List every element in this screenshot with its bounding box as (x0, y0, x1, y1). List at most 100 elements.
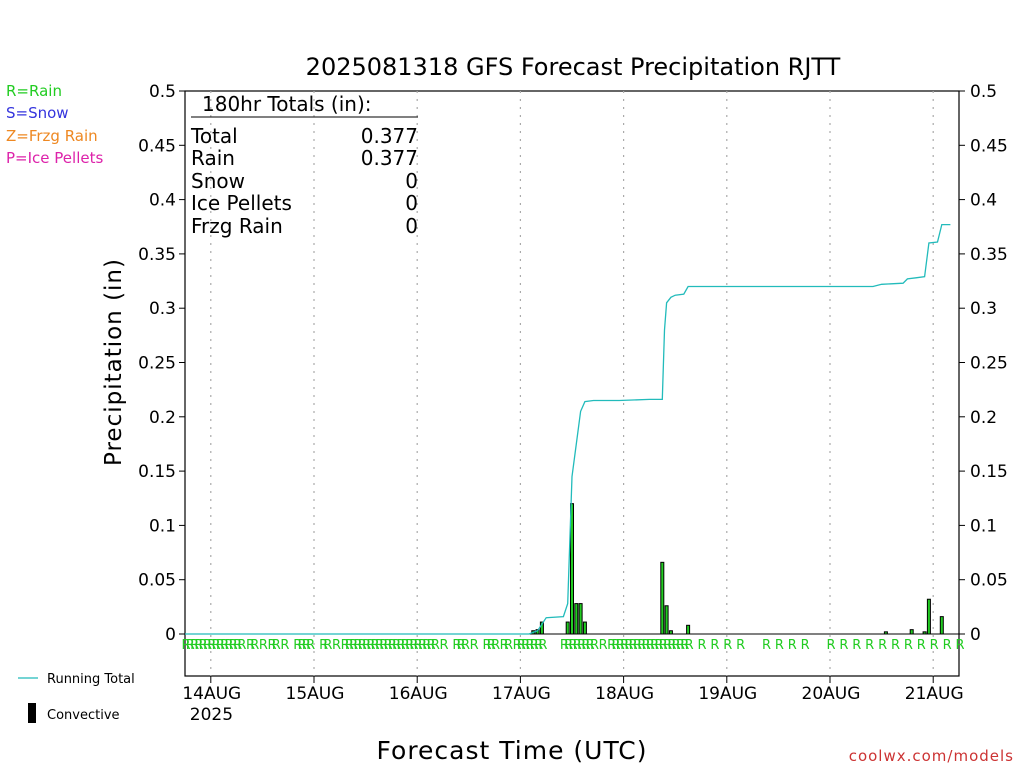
totals-box: 180hr Totals (in): Total 0.377 Rain 0.37… (190, 92, 418, 238)
x-axis-label: Forecast Time (UTC) (377, 736, 648, 765)
rain-marker-11: R (229, 638, 238, 653)
rain-marker-29: R (349, 638, 358, 653)
convective-bar-9 (664, 605, 669, 635)
rain-marker-56: R (491, 638, 500, 653)
rain-marker-107: R (891, 638, 900, 653)
rain-marker-64: R (534, 638, 543, 653)
rain-marker-86: R (654, 638, 663, 653)
y-tick-label-left-9: 0.45 (138, 136, 176, 156)
rain-marker-96: R (723, 638, 732, 653)
rain-marker-98: R (762, 638, 771, 653)
rain-marker-23: R (306, 638, 315, 653)
convective-bar-11 (686, 624, 691, 635)
rain-marker-112: R (955, 638, 964, 653)
y-tick-label-left-3: 0.15 (138, 462, 176, 482)
rain-marker-95: R (710, 638, 719, 653)
rain-marker-74: R (599, 638, 608, 653)
rain-marker-6: R (207, 638, 216, 653)
rain-marker-34: R (371, 638, 380, 653)
legend-rain: R=Rain (6, 82, 62, 100)
x-tick-label-4: 18AUG (595, 684, 654, 704)
totals-label-rain: Rain (191, 146, 235, 170)
y-tick-label-right-7: 0.35 (970, 245, 1008, 265)
rain-marker-75: R (607, 638, 616, 653)
rain-marker-67: R (564, 638, 573, 653)
convective-bars (531, 503, 944, 635)
rain-marker-60: R (517, 638, 526, 653)
rain-marker-46: R (422, 638, 431, 653)
rain-marker-17: R (267, 638, 276, 653)
totals-value-ice-pellets: 0 (405, 191, 418, 215)
rain-marker-15: R (250, 638, 259, 653)
rain-marker-39: R (392, 638, 401, 653)
rain-marker-7: R (212, 638, 221, 653)
rain-marker-49: R (439, 638, 448, 653)
y-tick-label-right-1: 0.05 (970, 571, 1008, 591)
rain-marker-25: R (323, 638, 332, 653)
convective-bar-3 (565, 621, 570, 635)
rain-marker-36: R (379, 638, 388, 653)
rain-marker-84: R (646, 638, 655, 653)
rain-marker-52: R (461, 638, 470, 653)
rain-marker-58: R (504, 638, 513, 653)
y-axis-ticks: 0 00.05 0.050.1 0.10.15 0.150.2 0.20.25 0.250.… (138, 82, 1008, 645)
y-tick-label-left-8: 0.4 (149, 191, 176, 211)
running-total-legend-label: Running Total (47, 672, 135, 687)
rain-marker-32: R (362, 638, 371, 653)
rain-marker-88: R (663, 638, 672, 653)
y-tick-label-left-5: 0.25 (138, 354, 176, 374)
y-tick-label-left-0: 0 (165, 625, 176, 645)
rain-marker-21: R (298, 638, 307, 653)
rain-marker-108: R (904, 638, 913, 653)
y-tick-label-right-8: 0.4 (970, 191, 997, 211)
y-tick-label-right-0: 0 (970, 625, 981, 645)
rain-marker-80: R (629, 638, 638, 653)
rain-marker-101: R (801, 638, 810, 653)
rain-marker-66: R (560, 638, 569, 653)
rain-marker-54: R (482, 638, 491, 653)
rain-marker-9: R (220, 638, 229, 653)
rain-marker-22: R (302, 638, 311, 653)
rain-marker-77: R (616, 638, 625, 653)
rain-marker-4: R (199, 638, 208, 653)
rain-marker-1: R (186, 638, 195, 653)
convective-bar-8 (660, 561, 665, 635)
rain-marker-83: R (642, 638, 651, 653)
rain-marker-5: R (203, 638, 212, 653)
rain-marker-104: R (852, 638, 861, 653)
rain-marker-16: R (259, 638, 268, 653)
running-total-series (185, 223, 951, 635)
y-tick-label-left-6: 0.3 (149, 299, 176, 319)
plot-frame (184, 90, 960, 677)
convective-bar-7 (582, 621, 587, 635)
rain-marker-0: R (181, 638, 190, 653)
convective-bar-15 (926, 598, 931, 635)
rain-marker-40: R (396, 638, 405, 653)
x-tick-label-1: 15AUG (286, 684, 345, 704)
y-tick-label-right-3: 0.15 (970, 462, 1008, 482)
rain-marker-19: R (280, 638, 289, 653)
gridlines (210, 91, 934, 676)
convective-legend-swatch (28, 703, 36, 723)
y-tick-label-left-1: 0.05 (138, 571, 176, 591)
totals-label-frzg-rain: Frzg Rain (191, 214, 283, 238)
rain-marker-94: R (697, 638, 706, 653)
rain-marker-62: R (525, 638, 534, 653)
rain-marker-99: R (775, 638, 784, 653)
totals-value-total: 0.377 (361, 124, 418, 148)
rain-marker-102: R (826, 638, 835, 653)
convective-legend-label: Convective (47, 708, 120, 723)
rain-marker-61: R (521, 638, 530, 653)
rain-marker-59: R (513, 638, 522, 653)
rain-marker-110: R (930, 638, 939, 653)
totals-label-ice-pellets: Ice Pellets (191, 191, 292, 215)
convective-bar-5 (574, 603, 579, 635)
x-tick-label-3: 17AUG (492, 684, 551, 704)
convective-bar-16 (939, 616, 944, 635)
rain-marker-24: R (319, 638, 328, 653)
rain-marker-91: R (676, 638, 685, 653)
rain-marker-33: R (366, 638, 375, 653)
